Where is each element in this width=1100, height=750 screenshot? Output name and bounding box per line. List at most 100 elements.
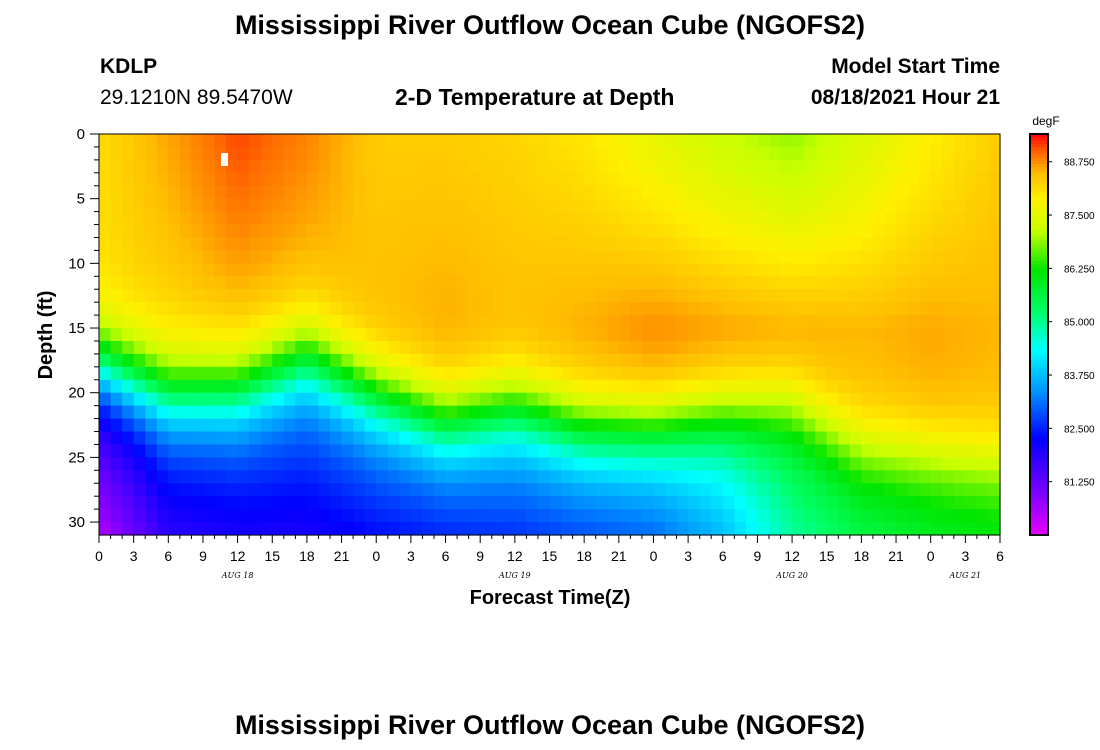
heatmap-cell bbox=[734, 302, 747, 316]
heatmap-cell bbox=[341, 237, 354, 252]
heatmap-cell bbox=[849, 483, 862, 497]
heatmap-cell bbox=[503, 146, 516, 161]
heatmap-cell bbox=[803, 470, 816, 484]
heatmap-cell bbox=[584, 509, 597, 523]
heatmap-cell bbox=[665, 172, 678, 187]
heatmap-cell bbox=[422, 405, 435, 420]
heatmap-cell bbox=[976, 328, 990, 342]
heatmap-cell bbox=[699, 405, 712, 420]
heatmap-cell bbox=[202, 211, 216, 226]
heatmap-cell bbox=[295, 457, 308, 471]
heatmap-cell bbox=[780, 379, 793, 394]
heatmap-cell bbox=[537, 470, 551, 484]
heatmap-cell bbox=[283, 328, 296, 342]
heatmap-cell bbox=[468, 328, 481, 342]
heatmap-cell bbox=[537, 392, 551, 407]
heatmap-cell bbox=[99, 509, 112, 523]
heatmap-cell bbox=[214, 353, 227, 368]
heatmap-cell bbox=[815, 185, 828, 200]
heatmap-cell bbox=[688, 392, 701, 407]
heatmap-cell bbox=[861, 353, 874, 368]
heatmap-cell bbox=[468, 353, 481, 368]
heatmap-cell bbox=[942, 172, 955, 187]
heatmap-cell bbox=[584, 276, 597, 290]
heatmap-cell bbox=[526, 146, 539, 161]
heatmap-cell bbox=[734, 328, 747, 342]
heatmap-cell bbox=[145, 172, 158, 187]
heatmap-cell bbox=[641, 224, 655, 239]
heatmap-cell bbox=[156, 340, 169, 355]
heatmap-cell bbox=[156, 366, 169, 381]
heatmap-cell bbox=[410, 134, 424, 148]
heatmap-cell bbox=[584, 457, 597, 471]
heatmap-cell bbox=[526, 159, 539, 174]
heatmap-cell bbox=[468, 134, 481, 148]
heatmap-cell bbox=[480, 134, 493, 148]
heatmap-cell bbox=[988, 276, 1001, 290]
heatmap-cell bbox=[653, 483, 666, 497]
heatmap-cell bbox=[826, 470, 839, 484]
heatmap-cell bbox=[745, 340, 759, 355]
heatmap-cell bbox=[953, 379, 966, 394]
heatmap-cell bbox=[849, 457, 862, 471]
x-tick-label: 21 bbox=[611, 548, 627, 564]
heatmap-cell bbox=[815, 509, 828, 523]
heatmap-cell bbox=[595, 457, 608, 471]
heatmap-cell bbox=[734, 431, 747, 446]
heatmap-cell bbox=[607, 444, 620, 458]
heatmap-cell bbox=[896, 366, 909, 381]
heatmap-cell bbox=[295, 522, 308, 536]
colorbar-segment bbox=[1030, 217, 1048, 222]
heatmap-cell bbox=[815, 353, 828, 368]
heatmap-cell bbox=[815, 340, 828, 355]
heatmap-cell bbox=[433, 470, 447, 484]
heatmap-cell bbox=[318, 198, 331, 213]
heatmap-cell bbox=[537, 509, 551, 523]
heatmap-cell bbox=[168, 328, 181, 342]
heatmap-cell bbox=[942, 237, 955, 252]
heatmap-cell bbox=[722, 431, 735, 446]
heatmap-cell bbox=[503, 159, 516, 174]
heatmap-cell bbox=[341, 134, 354, 148]
heatmap-cell bbox=[919, 134, 932, 148]
heatmap-cell bbox=[549, 172, 562, 187]
heatmap-cell bbox=[503, 198, 516, 213]
heatmap-cell bbox=[722, 250, 735, 264]
heatmap-cell bbox=[734, 198, 747, 213]
heatmap-cell bbox=[595, 431, 608, 446]
heatmap-cell bbox=[618, 328, 631, 342]
heatmap-cell bbox=[537, 172, 551, 187]
heatmap-cell bbox=[630, 366, 643, 381]
heatmap-cell bbox=[665, 366, 678, 381]
heatmap-cell bbox=[445, 522, 458, 536]
heatmap-cell bbox=[584, 224, 597, 239]
heatmap-cell bbox=[145, 457, 158, 471]
heatmap-cell bbox=[745, 211, 759, 226]
x-tick-label: 21 bbox=[888, 548, 904, 564]
heatmap-cell bbox=[803, 457, 816, 471]
colorbar-segment bbox=[1030, 387, 1048, 392]
heatmap-cell bbox=[491, 134, 504, 148]
heatmap-cell bbox=[537, 185, 551, 200]
heatmap-cell bbox=[699, 353, 712, 368]
heatmap-cell bbox=[803, 353, 816, 368]
heatmap-cell bbox=[179, 172, 193, 187]
heatmap-cell bbox=[896, 405, 909, 420]
heatmap-cell bbox=[607, 431, 620, 446]
heatmap-cell bbox=[595, 340, 608, 355]
heatmap-cell bbox=[780, 134, 793, 148]
heatmap-cell bbox=[503, 263, 516, 277]
heatmap-cell bbox=[896, 315, 909, 329]
heatmap-cell bbox=[387, 185, 400, 200]
heatmap-cell bbox=[965, 250, 978, 264]
heatmap-cell bbox=[549, 340, 562, 355]
heatmap-cell bbox=[422, 250, 435, 264]
heatmap-cell bbox=[711, 134, 724, 148]
heatmap-cell bbox=[757, 470, 770, 484]
heatmap-cell bbox=[179, 392, 193, 407]
heatmap-cell bbox=[537, 250, 551, 264]
heatmap-cell bbox=[433, 315, 447, 329]
heatmap-cell bbox=[133, 263, 146, 277]
heatmap-cell bbox=[676, 315, 689, 329]
